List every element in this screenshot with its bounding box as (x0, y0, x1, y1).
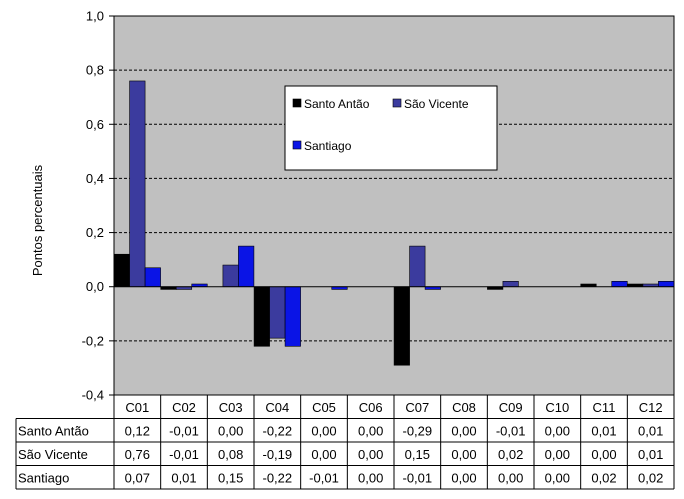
table-cell: 0,01 (591, 423, 616, 438)
table-header-C04: C04 (265, 400, 289, 415)
table-header-C02: C02 (172, 400, 196, 415)
axes (109, 15, 674, 396)
table-header-C09: C09 (499, 400, 523, 415)
table-cell: -0,22 (263, 470, 293, 485)
table-cell: -0,22 (263, 423, 293, 438)
table-cell: 0,00 (358, 423, 383, 438)
table-cell: 0,00 (358, 447, 383, 462)
y-tick-label: -0,4 (82, 388, 104, 403)
table-cell: 0,00 (311, 447, 336, 462)
table-cell: 0,02 (498, 447, 523, 462)
table-header-C01: C01 (125, 400, 149, 415)
table-cell: 0,00 (451, 470, 476, 485)
y-tick-label: 0,0 (86, 279, 104, 294)
table-cell: 0,00 (451, 447, 476, 462)
legend-entry: Santo Antão (304, 97, 370, 111)
y-tick-label: -0,2 (82, 333, 104, 348)
y-tick-label: 0,8 (86, 63, 104, 78)
table-series-name: Santiago (18, 470, 69, 485)
bar-C04-1 (269, 286, 286, 339)
table-cell: 0,02 (591, 470, 616, 485)
legend: Santo Antão São Vicente Santiago (284, 85, 498, 171)
bar-C09-1 (502, 280, 519, 288)
table-cell: -0,01 (169, 423, 199, 438)
legend-entry: Santiago (304, 139, 352, 153)
bars (113, 80, 675, 366)
table-cell: -0,01 (309, 470, 339, 485)
table-cell: 0,07 (125, 470, 150, 485)
table-cell: 0,08 (218, 447, 243, 462)
bar-C04-2 (284, 286, 301, 347)
legend-entry: São Vicente (404, 97, 469, 111)
table-header-C08: C08 (452, 400, 476, 415)
table-cell: 0,15 (218, 470, 243, 485)
bar-C03-2 (238, 245, 255, 288)
y-tick-label: 0,4 (86, 171, 104, 186)
table-header-C05: C05 (312, 400, 336, 415)
bar-C03-1 (222, 264, 239, 288)
table-cell: 0,01 (638, 423, 663, 438)
table-cell: -0,29 (403, 423, 433, 438)
legend-swatch (292, 98, 302, 108)
y-tick-label: 0,6 (86, 117, 104, 132)
bar-C07-0 (393, 286, 410, 366)
bar-C11-2 (611, 280, 628, 288)
table-cell: 0,00 (591, 447, 616, 462)
table-header-C03: C03 (219, 400, 243, 415)
table-cell: 0,01 (638, 447, 663, 462)
table-header-C12: C12 (639, 400, 663, 415)
bar-C07-1 (409, 245, 426, 288)
bar-C04-0 (253, 286, 270, 347)
y-tick-label: 1,0 (86, 9, 104, 24)
table-cell: 0,00 (498, 470, 523, 485)
table-cell: -0,01 (403, 470, 433, 485)
table-cell: 0,02 (638, 470, 663, 485)
table-cell: 0,00 (218, 423, 243, 438)
data-table: C01 C02 C03 C04 C05 C06 C07 C08 C09 C10 C11 C12 Sant… (15, 394, 675, 490)
table-header-C06: C06 (359, 400, 383, 415)
table-cell: -0,19 (263, 447, 293, 462)
table-cell: -0,01 (169, 447, 199, 462)
y-tick-label: 0,2 (86, 225, 104, 240)
table-header-C11: C11 (593, 400, 616, 415)
table-series-name: São Vicente (18, 447, 88, 462)
table-header-C10: C10 (545, 400, 569, 415)
legend-box (284, 85, 498, 171)
table-cell: 0,76 (125, 447, 150, 462)
table-cell: 0,00 (358, 470, 383, 485)
bar-C12-2 (658, 280, 675, 288)
legend-swatch (292, 140, 302, 150)
y-axis-label: Pontos percentuais (30, 164, 45, 276)
table-header-C07: C07 (405, 400, 429, 415)
table-cell: 0,00 (311, 423, 336, 438)
table-series-name: Santo Antão (18, 423, 89, 438)
table-cell: 0,12 (125, 423, 150, 438)
bar-C01-0 (113, 253, 130, 288)
table-cell: 0,00 (451, 423, 476, 438)
table-cell: 0,00 (545, 470, 570, 485)
y-tick-labels: -0,4 -0,2 0,0 0,2 0,4 0,6 0,8 1,0 (82, 9, 104, 403)
legend-swatch (392, 98, 402, 108)
table-cell: 0,01 (171, 470, 196, 485)
bar-C01-2 (144, 267, 161, 288)
table-cell: 0,15 (405, 447, 430, 462)
table-cell: 0,00 (545, 423, 570, 438)
bar-C01-1 (129, 80, 146, 288)
table-cell: -0,01 (496, 423, 526, 438)
table-cell: 0,00 (545, 447, 570, 462)
